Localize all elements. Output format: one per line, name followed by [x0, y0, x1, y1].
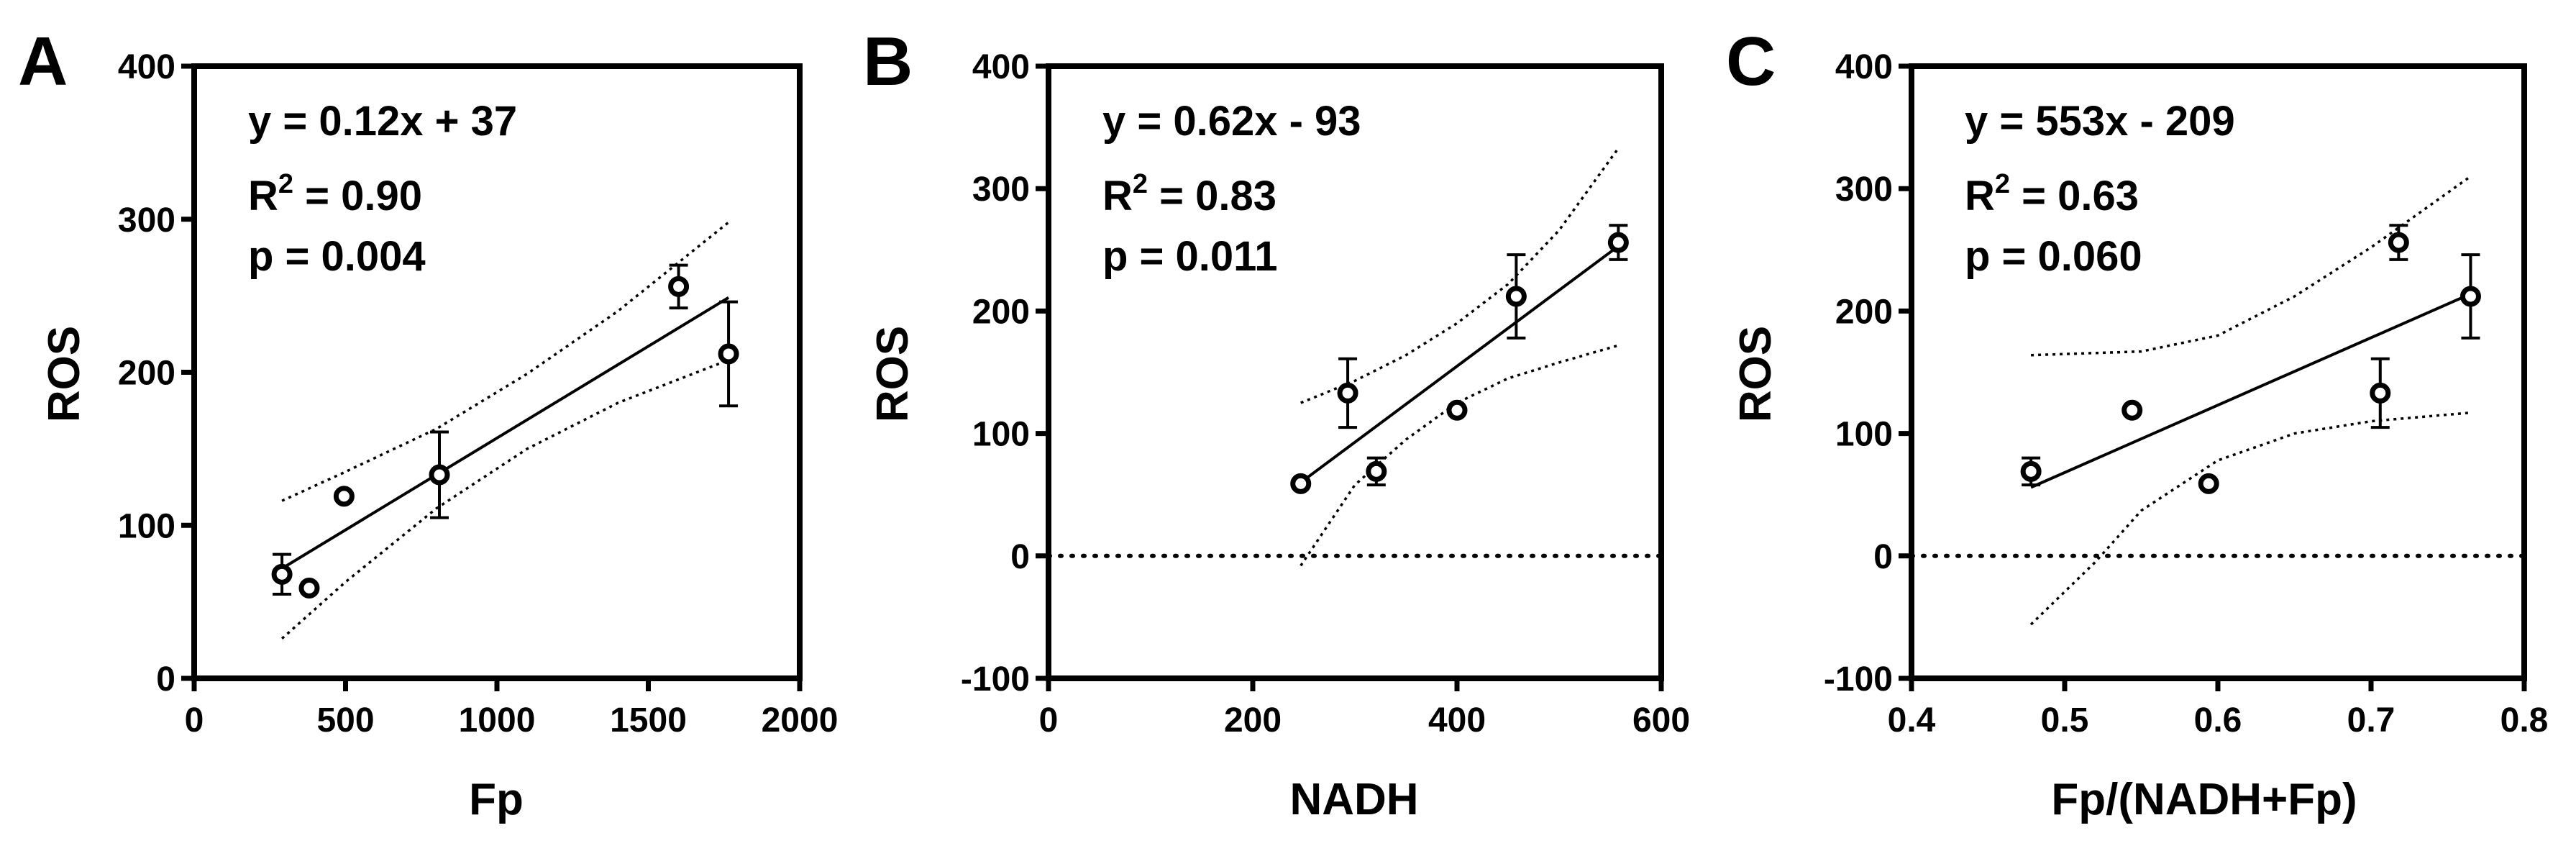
panel-a-x-axis-title: Fp — [469, 775, 524, 824]
panel-a-x-tick-label: 1500 — [610, 701, 687, 739]
panel-a-plot-frame — [191, 63, 803, 681]
panel-b-x-tick-label: 200 — [1224, 701, 1282, 739]
panel-b-y-axis-title: ROS — [868, 326, 918, 422]
panel-a: A ROS Fp y = 0.12x + 37 R2 = 0.90 p = 0.… — [18, 23, 838, 824]
panel-a-data-point — [298, 577, 320, 599]
panel-c-r-squared: R2 = 0.63 — [1965, 169, 2139, 219]
panel-b-data-point — [1337, 382, 1358, 404]
panel-a-y-tick-label: 0 — [156, 660, 175, 698]
panel-c-data-point — [2020, 460, 2042, 482]
panel-a-r-squared: R2 = 0.90 — [248, 169, 422, 219]
panel-c-data-point — [2459, 286, 2481, 307]
panel-b-y-tick-label: -100 — [961, 660, 1030, 698]
panel-letter-c: C — [1726, 23, 1776, 100]
panel-b-y-tick-label: 400 — [972, 48, 1030, 86]
panel-c: C ROS Fp/(NADH+Fp) y = 553x - 209 R2 = 0… — [1726, 23, 2548, 824]
panel-b-r-squared-prefix: R — [1102, 173, 1133, 219]
panel-b-r-squared: R2 = 0.83 — [1102, 169, 1276, 219]
panel-c-data-point — [2198, 473, 2219, 494]
panel-c-data-point — [2370, 382, 2391, 404]
panel-b-p-value: p = 0.011 — [1102, 233, 1277, 280]
panel-c-x-axis-title: Fp/(NADH+Fp) — [2051, 775, 2357, 824]
panel-a-confidence-band-upper — [281, 221, 730, 502]
panel-c-y-tick-label: 100 — [1835, 416, 1893, 454]
panel-a-equation: y = 0.12x + 37 — [248, 98, 517, 145]
panel-a-y-tick-label: 200 — [118, 355, 175, 393]
panel-b-plot-frame — [1046, 63, 1664, 681]
panel-b-x-axis-title: NADH — [1289, 775, 1418, 824]
panel-a-r-squared-superscript: 2 — [278, 169, 293, 199]
panel-c-confidence-band-upper — [2031, 175, 2472, 357]
panel-c-x-tick-label: 0.8 — [2500, 701, 2549, 739]
panel-b-confidence-band-lower — [1300, 344, 1619, 567]
panel-b-data-point — [1290, 473, 1312, 494]
panel-c-r-squared-superscript: 2 — [1995, 169, 2010, 199]
panel-a-x-tick-label: 1000 — [459, 701, 536, 739]
panel-b: B ROS NADH y = 0.62x - 93 R2 = 0.83 p = … — [863, 23, 1690, 824]
panel-c-confidence-band-lower — [2029, 411, 2471, 626]
panel-a-confidence-band-lower — [280, 358, 729, 640]
panel-b-data-point — [1505, 286, 1527, 307]
panel-b-data-point — [1607, 232, 1629, 253]
panel-c-x-tick-label: 0.4 — [1888, 701, 1936, 739]
panel-c-equation: y = 553x - 209 — [1965, 98, 2235, 145]
panel-c-y-tick-label: 200 — [1835, 293, 1893, 331]
panel-c-x-tick-label: 0.5 — [2041, 701, 2089, 739]
panel-a-data-point — [718, 343, 739, 365]
panel-a-y-tick-label: 100 — [118, 507, 175, 545]
panel-c-x-tick-label: 0.7 — [2347, 701, 2395, 739]
panel-a-y-tick-label: 400 — [118, 48, 175, 86]
panel-c-regression-line — [2030, 292, 2472, 489]
panel-b-data-point — [1446, 399, 1468, 421]
panel-a-x-tick-label: 2000 — [762, 701, 839, 739]
panel-b-confidence-band-upper — [1300, 147, 1620, 404]
panel-a-x-tick-label: 0 — [185, 701, 204, 739]
panel-c-p-value: p = 0.060 — [1965, 233, 2142, 280]
panel-c-y-tick-label: 0 — [1873, 538, 1893, 576]
panel-a-data-point — [429, 464, 450, 486]
panel-a-data-point — [271, 563, 293, 585]
panel-a-r-squared-prefix: R — [248, 173, 278, 219]
panel-c-y-tick-label: 400 — [1835, 48, 1893, 86]
panel-b-x-tick-label: 0 — [1039, 701, 1059, 739]
panel-a-data-point — [333, 486, 355, 507]
panel-b-y-tick-label: 100 — [972, 416, 1030, 454]
panel-c-r-squared-prefix: R — [1965, 173, 1995, 219]
panel-c-r-squared-value: = 0.63 — [2010, 173, 2139, 219]
panel-b-x-tick-label: 400 — [1428, 701, 1486, 739]
panel-b-y-tick-label: 300 — [972, 170, 1030, 209]
panel-b-r-squared-superscript: 2 — [1133, 169, 1148, 199]
panel-b-regression-line — [1300, 245, 1620, 484]
panel-b-y-tick-label: 200 — [972, 293, 1030, 331]
panel-b-r-squared-value: = 0.83 — [1148, 173, 1276, 219]
panel-c-data-point — [2388, 232, 2409, 253]
panel-c-data-point — [2121, 399, 2143, 421]
panel-a-x-tick-label: 500 — [316, 701, 374, 739]
panel-c-y-axis-title: ROS — [1731, 326, 1781, 422]
panel-a-regression-line — [281, 296, 730, 570]
panel-b-y-tick-label: 0 — [1010, 538, 1030, 576]
panel-b-equation: y = 0.62x - 93 — [1102, 98, 1361, 145]
panel-a-data-point — [668, 276, 690, 297]
panel-b-x-tick-label: 600 — [1632, 701, 1690, 739]
panel-a-r-squared-value: = 0.90 — [293, 173, 422, 219]
panel-a-y-tick-label: 300 — [118, 201, 175, 240]
panel-letter-a: A — [18, 23, 68, 100]
panel-letter-b: B — [863, 23, 913, 100]
panel-a-y-axis-title: ROS — [40, 326, 89, 422]
panel-c-x-tick-label: 0.6 — [2194, 701, 2242, 739]
panel-c-y-tick-label: -100 — [1824, 660, 1893, 698]
panel-b-data-point — [1366, 460, 1387, 482]
panel-a-p-value: p = 0.004 — [248, 233, 426, 280]
panel-c-plot-frame — [1909, 63, 2527, 681]
panel-c-y-tick-label: 300 — [1835, 170, 1893, 209]
